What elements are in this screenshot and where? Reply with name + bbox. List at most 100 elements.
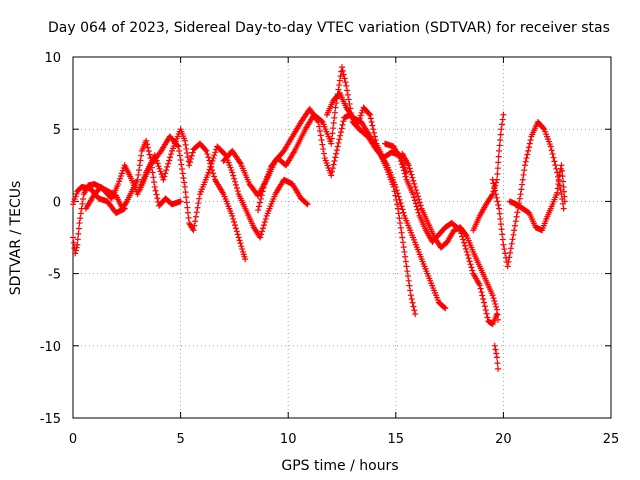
data-point [330,161,337,168]
data-point [556,172,563,179]
data-point [370,126,377,133]
data-point [316,128,323,135]
data-point [138,152,145,159]
data-point [339,121,346,128]
data-point [410,194,417,201]
data-point [491,183,498,190]
data-point [521,167,528,174]
data-point [358,109,365,116]
data-point [337,129,344,136]
data-point [190,227,197,234]
data-point [467,261,474,268]
data-point [230,215,237,222]
data-point [151,183,158,190]
data-point [405,277,412,284]
data-point [156,165,163,172]
data-point [550,154,557,161]
data-point [494,311,501,318]
data-point [561,198,568,205]
data-point [316,123,323,130]
data-point [212,149,219,156]
data-point [184,204,191,211]
data-point [258,192,265,199]
data-point [551,158,558,165]
data-point [329,168,336,175]
data-point [408,171,415,178]
data-point [409,299,416,306]
data-point [115,181,122,188]
data-point [476,282,483,289]
data-point [414,190,421,197]
data-point [499,116,506,123]
data-point [404,268,411,275]
data-point [371,129,378,136]
data-point [233,228,240,235]
data-point [137,157,144,164]
data-point [181,183,188,190]
y-tick-label: -10 [40,340,61,355]
data-point [145,148,152,155]
data-point [492,187,499,194]
data-point [256,199,263,206]
data-point [117,173,124,180]
data-point [231,175,238,182]
data-point [237,240,244,247]
data-point [73,244,80,251]
data-point [404,273,411,280]
data-point [76,220,83,227]
data-point [187,159,194,166]
data-point [514,209,521,216]
data-point [493,179,500,186]
data-point [329,130,336,137]
data-point [366,111,373,118]
data-point [163,167,170,174]
data-point [157,168,164,175]
series-track-7 [382,140,500,328]
data-points [70,64,568,372]
series-track-11 [489,118,567,270]
data-point [336,82,343,89]
series-track-13 [70,183,128,216]
data-point [154,160,161,167]
data-point [154,195,161,202]
data-point [496,210,503,217]
data-point [260,184,267,191]
data-point [194,204,201,211]
data-point [179,165,186,172]
data-point [259,228,266,235]
data-point [333,150,340,157]
data-point [186,162,193,169]
data-point [501,246,508,253]
data-point [255,203,262,210]
data-point [442,305,449,312]
data-point [134,176,141,183]
data-point [398,203,405,210]
data-point [519,176,526,183]
data-point [402,253,409,260]
data-point [461,242,468,249]
data-point [493,194,500,201]
data-point [496,147,503,154]
y-tick-label: 0 [53,195,61,210]
data-point [205,154,212,161]
data-point [463,248,470,255]
x-tick-label: 0 [69,432,77,447]
data-point [258,231,265,238]
data-point [164,163,171,170]
data-point [344,91,351,98]
data-point [340,71,347,78]
data-point [70,239,77,246]
data-point [74,236,81,243]
data-point [502,250,509,257]
data-point [413,187,420,194]
data-point [405,162,412,169]
data-point [394,190,401,197]
data-point [417,202,424,209]
data-point [337,73,344,80]
data-point [495,153,502,160]
data-point [242,256,249,263]
data-point [490,180,497,187]
data-point [498,226,505,233]
series-track-12 [506,162,568,234]
data-point [491,342,498,349]
